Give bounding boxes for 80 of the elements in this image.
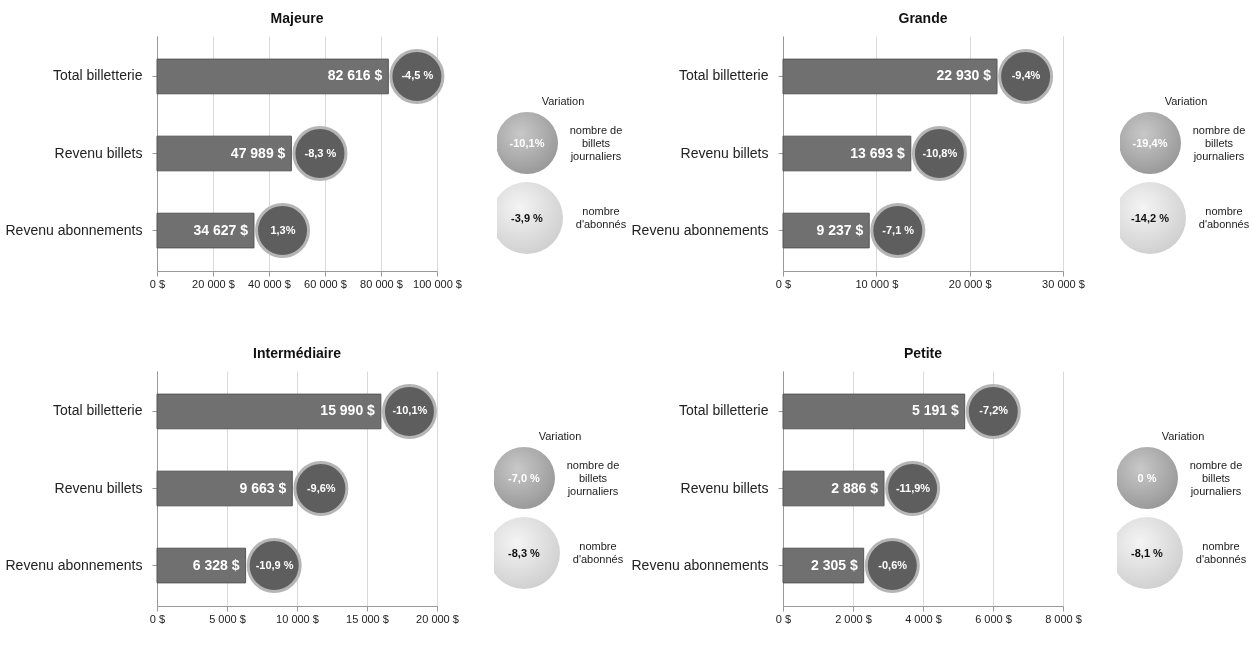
text: nombre d'abonnés — [571, 540, 625, 566]
text: nombre de billets journaliers — [1188, 458, 1244, 498]
annotation: -9,6% — [306, 481, 336, 494]
annotation: -7,1 % — [882, 223, 915, 236]
y-tick-label: Revenu billets — [54, 144, 143, 161]
data-label: 22 930 $ — [936, 67, 992, 84]
x-tick-label: 60 000 $ — [304, 277, 347, 290]
y-tick-label: Revenu billets — [54, 479, 143, 496]
y-tick-label: Total billetterie — [679, 402, 769, 419]
x-tick-label: 30 000 $ — [1042, 277, 1085, 290]
text: -10,1% — [496, 112, 558, 174]
y-tick-label: Revenu abonnements — [631, 556, 769, 573]
text: -3,9 % — [491, 182, 563, 254]
y-tick-label: Revenu billets — [680, 144, 769, 161]
annotation: -0,6% — [878, 558, 908, 571]
annotation: -8,3 % — [304, 146, 337, 159]
y-tick-label: Revenu abonnements — [5, 221, 143, 238]
x-tick-label: 6 000 $ — [975, 612, 1012, 625]
x-tick-label: 5 000 $ — [209, 612, 246, 625]
x-tick-label: 20 000 $ — [416, 612, 459, 625]
text: nombre d'abonnés — [1197, 205, 1251, 231]
annotation: -10,9 % — [255, 558, 294, 571]
text: nombre de billets journaliers — [568, 123, 624, 163]
text: Variation — [1164, 95, 1208, 108]
chart-title: Petite — [903, 345, 943, 361]
data-label: 6 328 $ — [192, 556, 240, 573]
data-label: 2 305 $ — [810, 556, 858, 573]
data-label: 34 627 $ — [193, 221, 249, 238]
data-label: 82 616 $ — [327, 67, 383, 84]
chart-title: Grande — [898, 10, 948, 26]
x-tick-label: 10 000 $ — [855, 277, 899, 290]
text: nombre de billets journaliers — [565, 458, 621, 498]
annotation: -11,9% — [895, 481, 931, 494]
x-tick-label: 0 $ — [149, 277, 166, 290]
chart-title: Intermédiaire — [253, 345, 342, 361]
x-tick-label: 20 000 $ — [192, 277, 235, 290]
text: Variation — [1161, 430, 1205, 443]
y-tick-label: Total billetterie — [53, 67, 143, 84]
x-tick-label: 20 000 $ — [948, 277, 992, 290]
y-tick-label: Revenu billets — [680, 479, 769, 496]
x-tick-label: 0 $ — [149, 612, 166, 625]
annotation: -7,2% — [979, 404, 1009, 417]
data-label: 47 989 $ — [230, 144, 286, 161]
data-label: 9 663 $ — [239, 479, 287, 496]
y-tick-label: Revenu abonnements — [5, 556, 143, 573]
x-tick-label: 8 000 $ — [1045, 612, 1082, 625]
data-label: 13 693 $ — [850, 144, 906, 161]
text: 0 % — [1116, 447, 1178, 509]
annotation: -4,5 % — [401, 69, 434, 82]
data-label: 5 191 $ — [911, 402, 959, 419]
annotation: 1,3% — [270, 223, 296, 236]
x-tick-label: 2 000 $ — [835, 612, 872, 625]
data-label: 15 990 $ — [320, 402, 376, 419]
text: -14,2 % — [1114, 182, 1186, 254]
x-tick-label: 40 000 $ — [248, 277, 291, 290]
text: -19,4% — [1119, 112, 1181, 174]
text: nombre d'abonnés — [575, 205, 627, 230]
text: nombre de billets journaliers — [1191, 123, 1247, 163]
x-tick-label: 80 000 $ — [360, 277, 403, 290]
x-tick-label: 0 $ — [775, 612, 792, 625]
text: Variation — [541, 95, 585, 108]
y-tick-label: Total billetterie — [679, 67, 769, 84]
x-tick-label: 4 000 $ — [905, 612, 942, 625]
text: -8,3 % — [488, 517, 560, 589]
annotation: -10,8% — [922, 146, 958, 159]
data-label: 2 886 $ — [831, 479, 879, 496]
text: nombre d'abonnés — [1194, 540, 1248, 566]
y-tick-label: Revenu abonnements — [631, 221, 769, 238]
chart-title: Majeure — [270, 10, 324, 26]
annotation: -10,1% — [392, 404, 428, 417]
text: -8,1 % — [1111, 517, 1183, 589]
y-tick-label: Total billetterie — [53, 402, 143, 419]
data-label: 9 237 $ — [816, 221, 864, 238]
x-tick-label: 0 $ — [775, 277, 792, 290]
x-tick-label: 100 000 $ — [413, 277, 462, 290]
text: -7,0 % — [493, 447, 555, 509]
x-tick-label: 15 000 $ — [346, 612, 389, 625]
annotation: -9,4% — [1011, 69, 1041, 82]
text: Variation — [538, 430, 582, 443]
x-tick-label: 10 000 $ — [276, 612, 319, 625]
